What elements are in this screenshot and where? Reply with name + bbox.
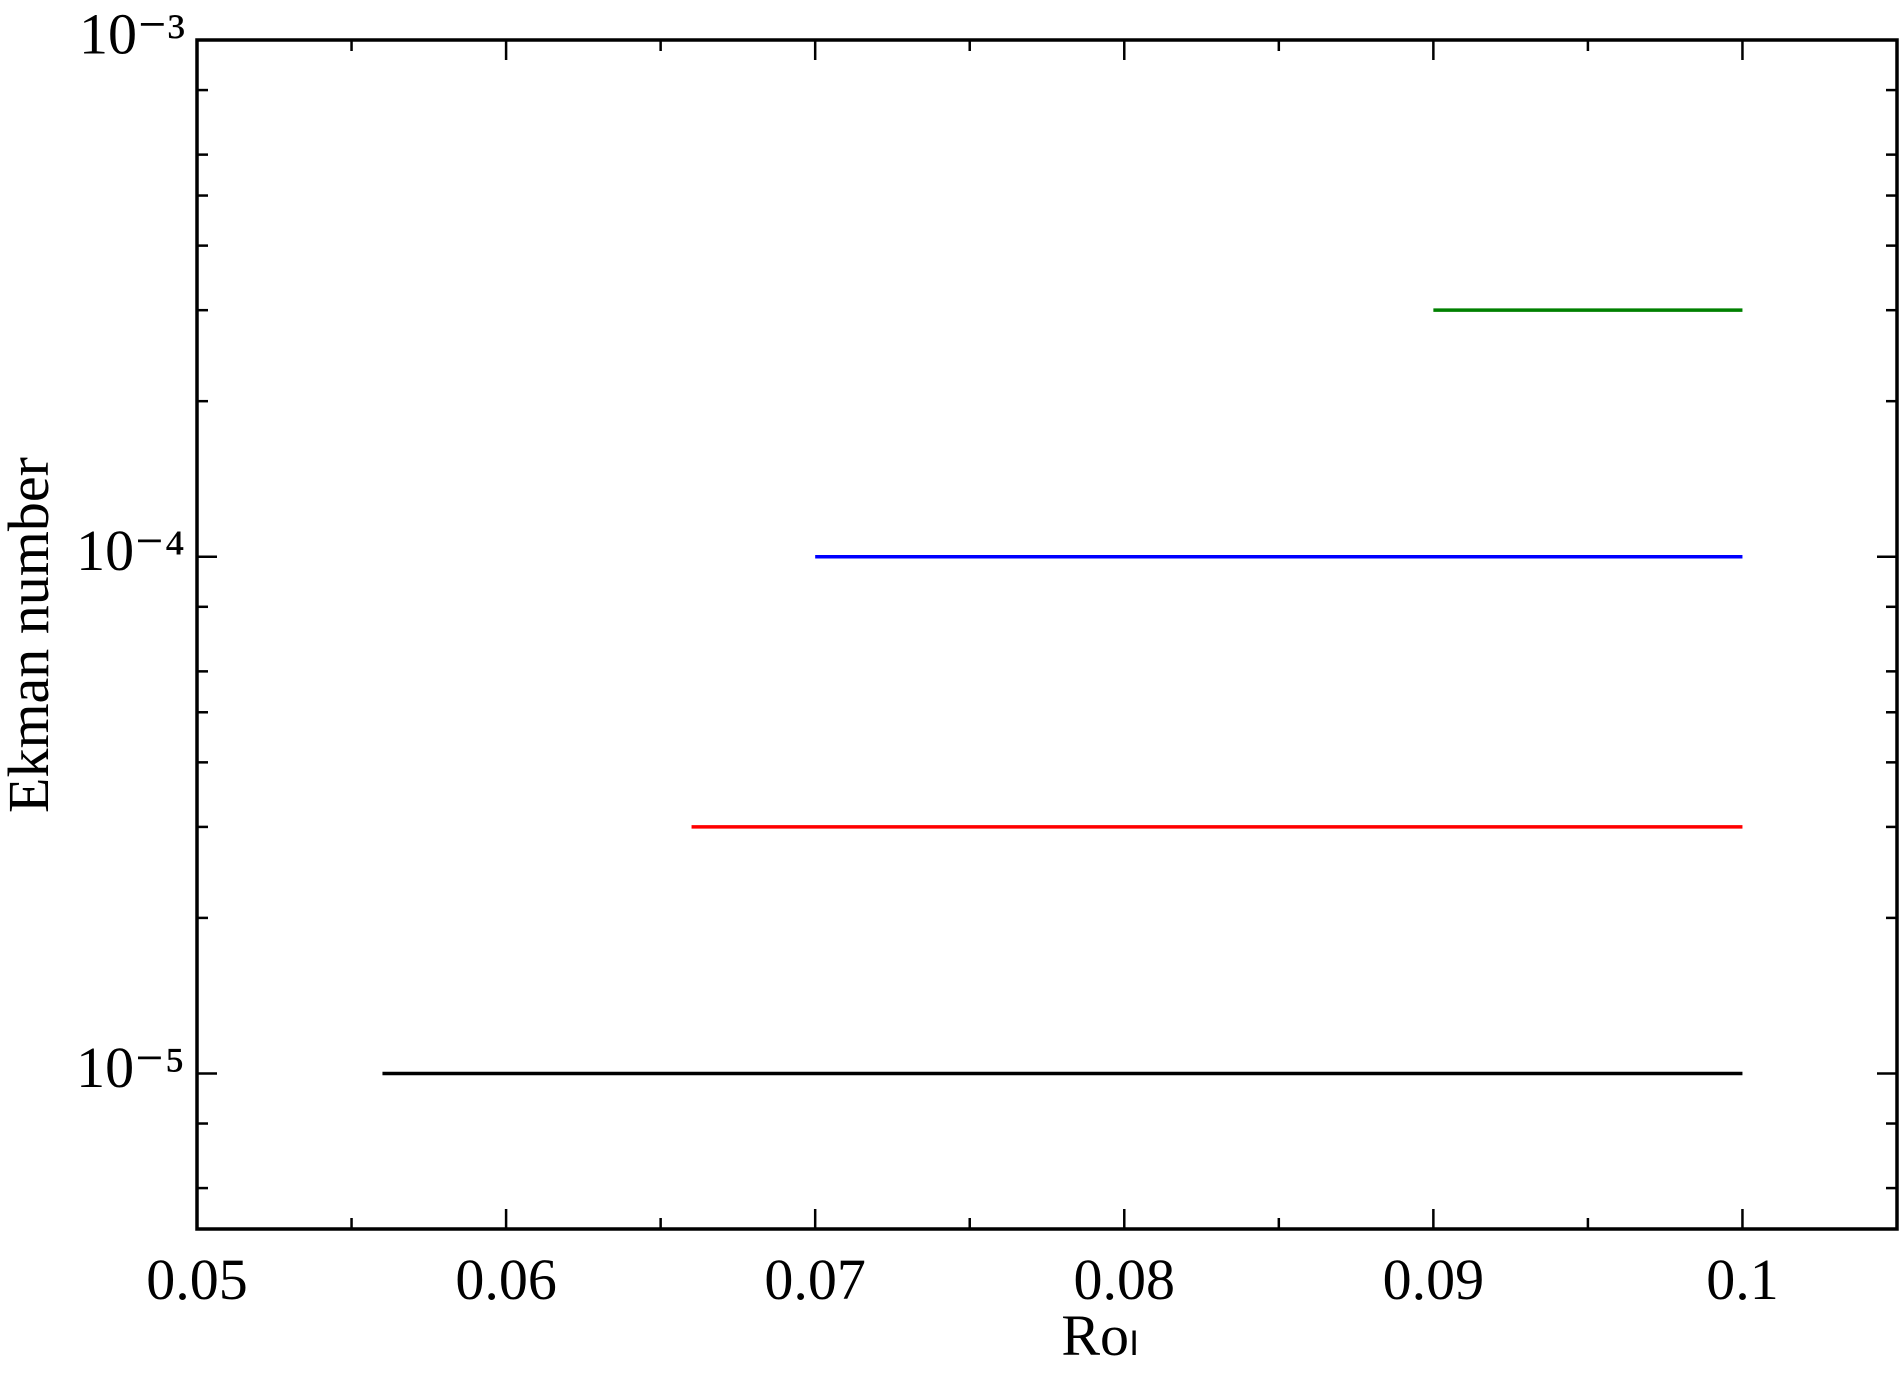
y-axis-label: Ekman number — [0, 457, 61, 813]
x-tick-label: 0.05 — [146, 1247, 248, 1312]
x-tick-label: 0.06 — [455, 1247, 557, 1312]
y-tick-label: 10⁻⁴ — [76, 518, 185, 583]
x-axis-label: Roₗ — [1061, 1303, 1138, 1368]
x-tick-label: 0.07 — [764, 1247, 866, 1312]
x-tick-label: 0.08 — [1074, 1247, 1176, 1312]
plot-frame — [195, 38, 1899, 1231]
x-tick-label: 0.09 — [1383, 1247, 1485, 1312]
y-tick-label: 10⁻³ — [79, 1, 185, 66]
x-tick-label: 0.1 — [1706, 1247, 1779, 1312]
y-tick-label: 10⁻⁵ — [76, 1035, 185, 1100]
